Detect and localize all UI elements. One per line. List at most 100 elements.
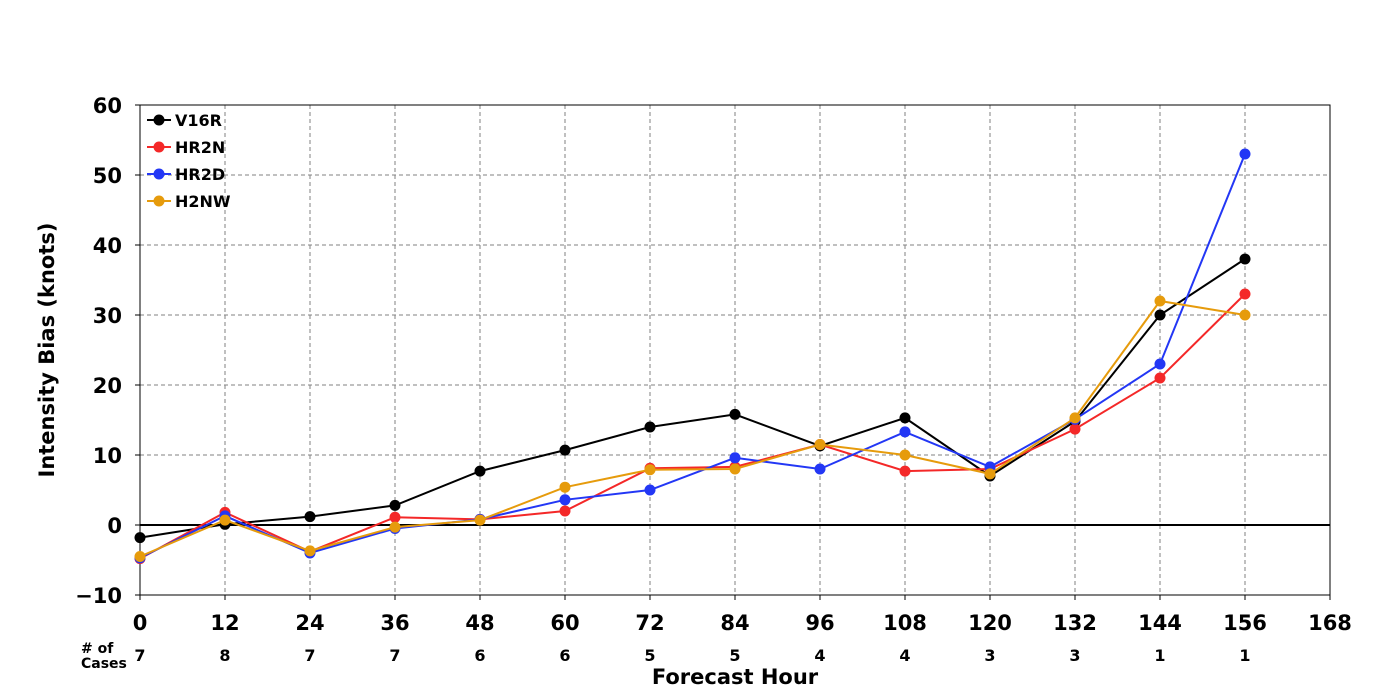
cases-value: 4 [899, 646, 910, 665]
data-point-h2nw [304, 545, 316, 557]
x-axis-title: Forecast Hour [652, 665, 819, 689]
x-tick-label: 156 [1223, 611, 1267, 635]
x-tick-label: 96 [805, 611, 834, 635]
cases-value: 5 [644, 646, 655, 665]
x-tick-label: 168 [1308, 611, 1352, 635]
y-tick-label: 10 [93, 444, 122, 468]
data-point-h2nw [474, 514, 486, 526]
data-point-hr2d [559, 494, 571, 506]
data-point-h2nw [559, 481, 571, 493]
data-point-v16r [1239, 253, 1251, 265]
cases-row: 7 8 7 7 6 6 5 5 4 4 3 3 1 1 [134, 646, 1250, 665]
x-tick-label: 72 [635, 611, 664, 635]
legend-label-h2nw: H2NW [175, 192, 231, 211]
data-point-h2nw [134, 551, 146, 562]
legend: V16R HR2N HR2D H2NW [147, 111, 231, 211]
legend-marker-h2nw [153, 195, 165, 207]
data-point-v16r [134, 532, 146, 544]
x-tick-label: 120 [968, 611, 1012, 635]
data-point-v16r [474, 465, 486, 477]
x-tick-label: 48 [465, 611, 494, 635]
series-h2nw [134, 295, 1251, 562]
data-point-h2nw [1069, 412, 1081, 424]
series-line-h2nw [139, 299, 1246, 558]
data-point-v16r [644, 421, 656, 433]
y-tick-label: −10 [75, 584, 122, 608]
series-hr2d [134, 148, 1251, 564]
data-point-h2nw [1154, 295, 1166, 307]
x-tick-label: 144 [1138, 611, 1182, 635]
data-point-v16r [729, 408, 741, 420]
legend-label-v16r: V16R [175, 111, 222, 130]
cases-value: 3 [984, 646, 995, 665]
grid-lines [140, 105, 1330, 595]
legend-label-hr2n: HR2N [175, 138, 225, 157]
x-tick-label: 0 [133, 611, 148, 635]
cases-value: 1 [1239, 646, 1250, 665]
data-point-h2nw [899, 449, 911, 461]
cases-value: 1 [1154, 646, 1165, 665]
data-point-hr2d [814, 463, 826, 475]
data-point-hr2d [1239, 148, 1251, 160]
data-point-hr2n [1154, 372, 1166, 384]
cases-value: 6 [474, 646, 485, 665]
data-point-h2nw [389, 521, 401, 533]
data-point-hr2n [1069, 423, 1081, 435]
data-point-h2nw [729, 463, 741, 475]
data-point-hr2d [1154, 358, 1166, 370]
x-tick-label: 36 [380, 611, 409, 635]
x-tick-label: 24 [295, 611, 324, 635]
cases-value: 4 [814, 646, 825, 665]
cases-value: 7 [304, 646, 315, 665]
data-point-hr2d [899, 426, 911, 438]
cases-value: 7 [134, 646, 145, 665]
series-line-v16r [139, 258, 1246, 539]
data-point-h2nw [814, 439, 826, 450]
data-point-h2nw [644, 464, 656, 476]
x-tick-label: 60 [550, 611, 579, 635]
data-point-h2nw [219, 514, 231, 526]
series-line-hr2d [139, 153, 1246, 559]
cases-value: 3 [1069, 646, 1080, 665]
y-tick-label: 30 [93, 304, 122, 328]
x-tick-label: 84 [720, 611, 749, 635]
series-hr2n [134, 288, 1251, 565]
data-point-hr2n [559, 505, 571, 517]
x-tick-label: 108 [883, 611, 927, 635]
x-tick-label: 12 [210, 611, 239, 635]
data-point-v16r [389, 499, 401, 511]
legend-label-hr2d: HR2D [175, 165, 225, 184]
data-point-h2nw [1239, 309, 1251, 321]
legend-marker-hr2n [153, 141, 165, 153]
data-point-v16r [1154, 309, 1166, 321]
data-point-v16r [559, 444, 571, 456]
data-point-hr2n [389, 511, 401, 523]
y-tick-label: 60 [93, 94, 122, 118]
data-point-hr2n [1239, 288, 1251, 300]
y-tick-label: 20 [93, 374, 122, 398]
cases-label-line2: Cases [81, 656, 127, 672]
legend-marker-v16r [153, 114, 165, 126]
y-tick-label: 40 [93, 234, 122, 258]
data-point-hr2d [729, 452, 741, 464]
cases-value: 6 [559, 646, 570, 665]
y-axis-title: Intensity Bias (knots) [35, 223, 59, 478]
cases-value: 8 [219, 646, 230, 665]
cases-label-line1: # of [81, 641, 114, 657]
cases-value: 5 [729, 646, 740, 665]
axis-ticks: 0 12 24 36 48 60 72 84 96 108 120 132 144 156 168 −10 0 1… [75, 94, 1352, 635]
cases-value: 7 [389, 646, 400, 665]
x-tick-label: 132 [1053, 611, 1097, 635]
data-point-h2nw [984, 468, 996, 480]
y-tick-label: 0 [107, 514, 122, 538]
series-line-hr2n [139, 293, 1246, 560]
data-point-hr2n [899, 465, 911, 477]
series-layer [134, 148, 1251, 565]
data-point-v16r [304, 511, 316, 523]
data-point-hr2d [644, 484, 656, 496]
series-v16r [134, 253, 1251, 544]
legend-marker-hr2d [153, 168, 165, 180]
data-point-v16r [899, 412, 911, 424]
y-tick-label: 50 [93, 164, 122, 188]
